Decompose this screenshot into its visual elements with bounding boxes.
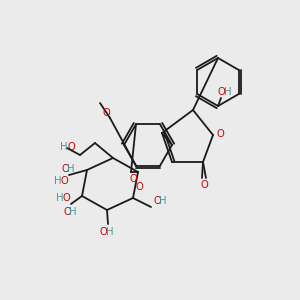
- Text: O: O: [62, 193, 70, 203]
- Text: O: O: [153, 196, 161, 206]
- Text: O: O: [200, 180, 208, 190]
- Text: H: H: [54, 176, 62, 186]
- Text: O: O: [61, 164, 69, 174]
- Text: H: H: [56, 193, 64, 203]
- Text: H: H: [106, 227, 114, 237]
- Text: H: H: [67, 164, 75, 174]
- Text: H: H: [159, 196, 167, 206]
- Text: O: O: [63, 207, 71, 217]
- Text: O: O: [99, 227, 107, 237]
- Text: H: H: [69, 207, 77, 217]
- Text: O: O: [136, 182, 143, 192]
- Text: O: O: [216, 129, 224, 139]
- Text: O: O: [102, 108, 110, 118]
- Text: O: O: [217, 87, 225, 97]
- Text: H: H: [60, 142, 68, 152]
- Text: O: O: [67, 142, 75, 152]
- Text: O: O: [129, 174, 137, 184]
- Text: O: O: [60, 176, 68, 186]
- Text: H: H: [224, 87, 232, 97]
